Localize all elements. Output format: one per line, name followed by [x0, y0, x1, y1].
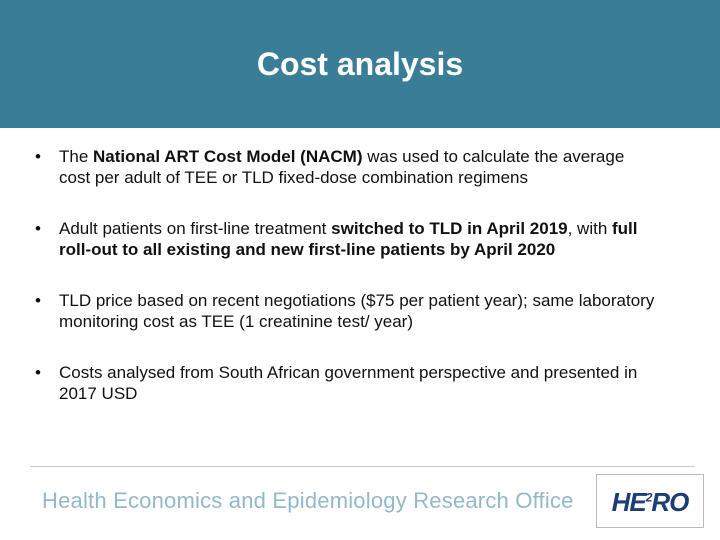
logo-text: HE2RO [597, 487, 703, 518]
bullet-marker: • [35, 147, 41, 166]
logo-superscript: 2 [645, 490, 653, 505]
logo-right: RO [651, 487, 689, 517]
bullet-text: The [59, 147, 94, 166]
bullet-text: National ART Cost Model (NACM) [93, 147, 363, 166]
bullet-text: TLD price based on recent negotiations (… [59, 291, 655, 331]
bullet-text: , with [567, 219, 613, 238]
bullet-text: Adult patients on first-line treatment [59, 219, 332, 238]
bullet-marker: • [35, 363, 41, 382]
bullet: • Costs analysed from South African gover… [35, 362, 660, 404]
bullet-marker: • [35, 291, 41, 310]
logo-left: HE [611, 487, 647, 517]
organization-name: Health Economics and Epidemiology Resear… [42, 488, 574, 513]
bullet-text: full roll-out to all existing and new fi… [59, 219, 638, 259]
bullet-marker: • [35, 219, 41, 238]
bullet-text: Costs analysed from South African govern… [59, 363, 638, 403]
bullet-text: switched to TLD in April 2019 [331, 219, 568, 238]
bullet-text: was used to calculate the average cost p… [59, 147, 625, 187]
bullet: • The National ART Cost Model (NACM) was … [35, 146, 660, 188]
bullet-list: • The National ART Cost Model (NACM) was … [35, 146, 660, 434]
footer-rule [30, 466, 695, 467]
header-band: Cost analysis [0, 0, 720, 128]
bullet: • Adult patients on first-line treatment … [35, 218, 660, 260]
title: Cost analysis [256, 46, 464, 82]
bullet: • TLD price based on recent negotiations … [35, 290, 660, 332]
logo: HE2RO [596, 474, 704, 528]
